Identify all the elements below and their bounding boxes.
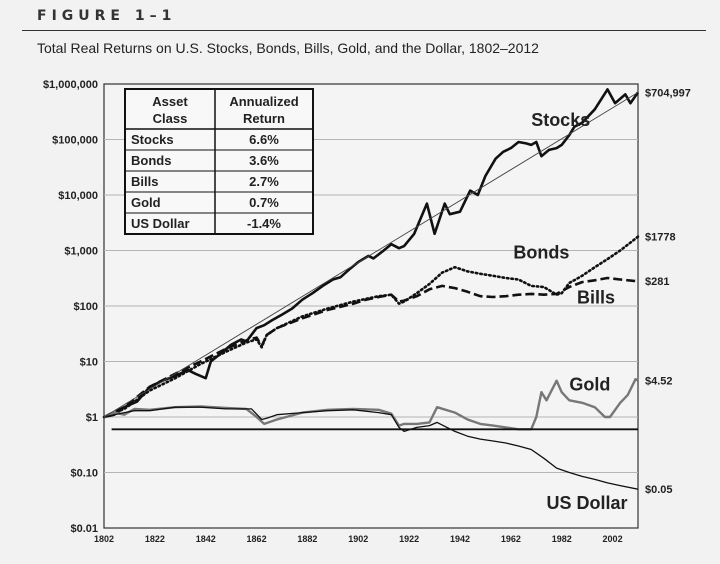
y-tick-label: $100,000 — [52, 135, 98, 147]
bonds-series-line — [102, 235, 640, 419]
us-dollar-series-label: US Dollar — [546, 493, 627, 513]
y-tick-label: $0.10 — [70, 468, 98, 480]
figure-label: FIGURE 1–1 — [37, 8, 177, 24]
gold-end-label: $4.52 — [645, 376, 673, 388]
table-header: Annualized — [229, 94, 298, 109]
x-tick-label: 1922 — [399, 534, 419, 544]
table-cell-return: -1.4% — [247, 216, 281, 231]
bonds-series-label: Bonds — [513, 242, 569, 262]
x-tick-label: 1982 — [552, 534, 572, 544]
table-header: Asset — [152, 94, 188, 109]
table-cell-return: 0.7% — [249, 195, 279, 210]
y-tick-label: $1,000 — [64, 246, 98, 258]
x-tick-label: 1902 — [348, 534, 368, 544]
gold-series-label: Gold — [569, 375, 610, 395]
y-tick-label: $0.01 — [70, 523, 98, 535]
y-tick-label: $1,000,000 — [43, 79, 98, 91]
y-tick-label: $10 — [80, 357, 98, 369]
x-tick-label: 2002 — [603, 534, 623, 544]
us-dollar-end-label: $0.05 — [645, 484, 673, 496]
x-tick-label: 1802 — [94, 534, 114, 544]
y-tick-label: $1 — [86, 412, 98, 424]
stocks-trend-series-line — [103, 92, 639, 418]
x-tick-label: 1842 — [196, 534, 216, 544]
bills-end-label: $281 — [645, 276, 669, 288]
table-cell-return: 6.6% — [249, 132, 279, 147]
table-cell-asset: Gold — [131, 195, 161, 210]
x-tick-label: 1862 — [247, 534, 267, 544]
table-cell-asset: Bonds — [131, 153, 171, 168]
x-tick-label: 1962 — [501, 534, 521, 544]
stocks-series-label: Stocks — [531, 110, 590, 130]
y-tick-label: $100 — [74, 301, 98, 313]
stocks-end-label: $704,997 — [645, 87, 691, 99]
x-tick-label: 1822 — [145, 534, 165, 544]
x-tick-label: 1942 — [450, 534, 470, 544]
table-cell-asset: Stocks — [131, 132, 174, 147]
table-cell-return: 3.6% — [249, 153, 279, 168]
stocks-series-line — [103, 88, 640, 419]
bills-series-label: Bills — [577, 288, 615, 308]
table-header: Return — [243, 111, 285, 126]
y-tick-label: $10,000 — [58, 190, 98, 202]
table-cell-asset: Bills — [131, 174, 158, 189]
bonds-end-label: $1778 — [645, 232, 676, 244]
table-cell-asset: US Dollar — [131, 216, 190, 231]
figure-title: Total Real Returns on U.S. Stocks, Bonds… — [37, 40, 539, 56]
table-cell-return: 2.7% — [249, 174, 279, 189]
bills-series-line — [103, 276, 639, 419]
x-tick-label: 1882 — [297, 534, 317, 544]
returns-table — [124, 88, 314, 235]
table-header: Class — [153, 111, 188, 126]
figure-rule — [22, 30, 706, 31]
gold-series-line — [103, 378, 639, 431]
